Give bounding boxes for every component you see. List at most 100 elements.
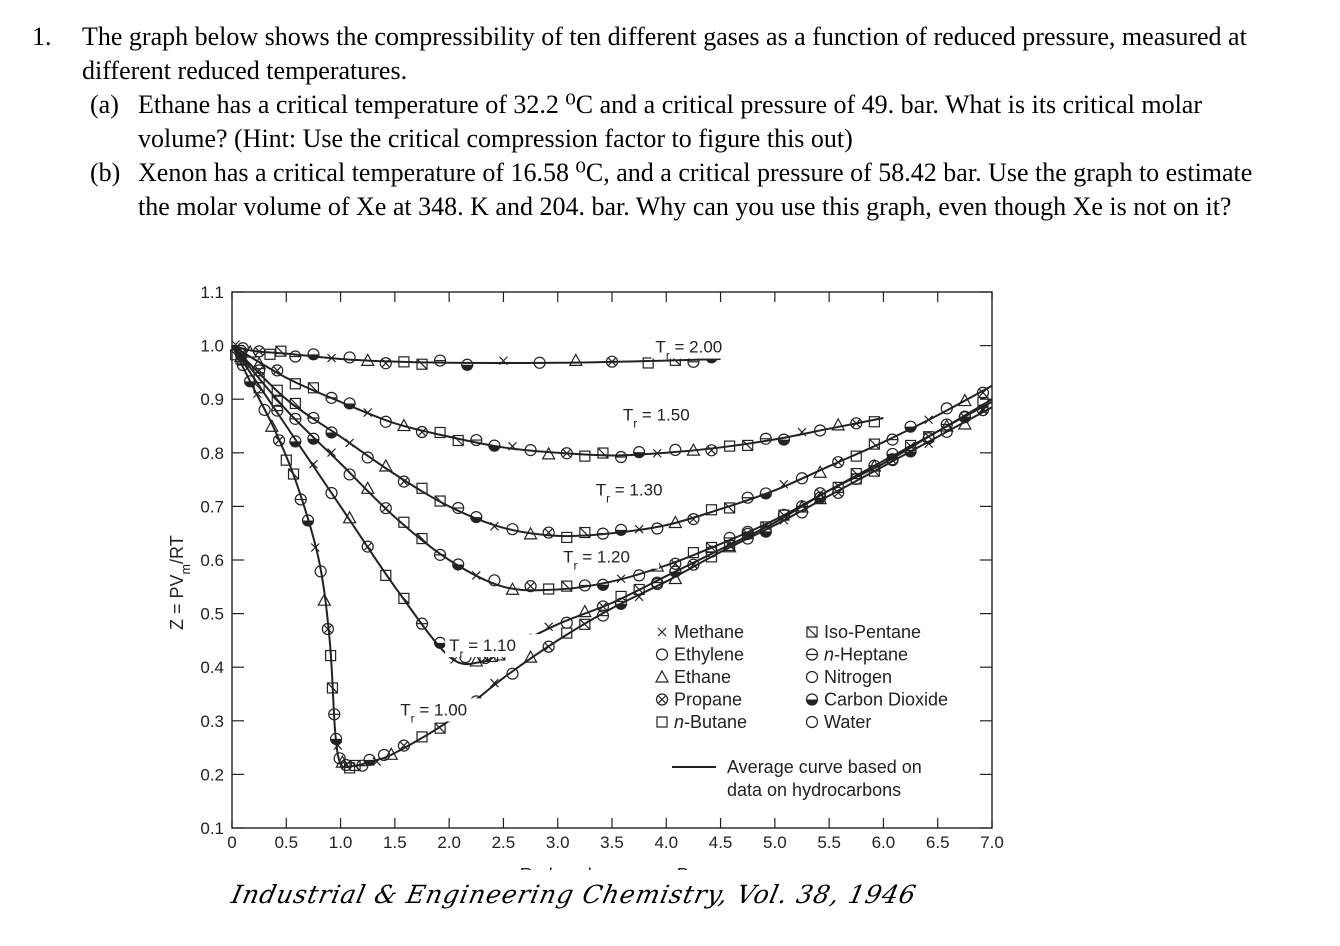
data-point: [252, 389, 262, 399]
marker-circle-x: [976, 386, 990, 399]
marker-circle: [795, 472, 809, 485]
marker-half-circle-fill: [488, 445, 500, 452]
marker-circle-x: [339, 758, 353, 772]
marker-square-slash-line: [230, 349, 242, 361]
marker-circle: [314, 565, 327, 578]
data-point: [652, 448, 662, 458]
part-a-label: (a): [90, 90, 119, 119]
data-point: [415, 617, 429, 630]
marker-circle-x-cross: [707, 446, 716, 455]
data-point: [343, 351, 356, 364]
marker-square-slash: [579, 618, 591, 630]
marker-square-slash-line: [597, 447, 609, 459]
marker-circle: [940, 425, 953, 438]
marker-circle-x: [705, 444, 718, 457]
data-point: [307, 411, 320, 425]
marker-square-slash: [868, 438, 880, 450]
series-curve: [231, 344, 721, 364]
data-point: [289, 435, 302, 448]
data-point: [415, 425, 429, 439]
data-point: [289, 378, 301, 390]
data-point: [687, 513, 700, 526]
marker-circle-bar: [289, 412, 302, 425]
marker-circle-bar: [795, 500, 809, 513]
marker-square: [543, 583, 555, 595]
data-point: [795, 472, 809, 485]
marker-circle-bar: [723, 531, 736, 544]
marker-square-slash-line: [416, 533, 428, 544]
marker-square-slash-line: [434, 495, 446, 507]
data-point: [850, 450, 862, 462]
data-point: [741, 532, 754, 545]
marker-square-slash: [434, 495, 446, 507]
marker-circle-x: [687, 513, 700, 526]
data-point: [264, 418, 279, 432]
data-point: [505, 581, 520, 595]
data-point: [940, 418, 953, 431]
legend-marker: [805, 693, 819, 706]
data-point: [724, 502, 736, 514]
data-point: [705, 504, 718, 516]
marker-half-circle: [759, 487, 772, 500]
series-label: Tr = 1.10: [449, 636, 516, 661]
marker-half-circle-fill: [778, 439, 790, 446]
marker-triangle: [668, 571, 683, 585]
marker-square: [724, 440, 736, 452]
data-point: [271, 384, 283, 396]
y-tick-label: 0.7: [200, 497, 224, 516]
legend-marker: [657, 627, 667, 637]
marker-circle: [524, 444, 537, 457]
marker-half-circle-fill: [615, 529, 627, 536]
data-point: [615, 590, 627, 603]
marker-triangle: [654, 669, 670, 683]
marker-triangle: [541, 446, 556, 460]
data-point: [488, 574, 501, 587]
data-point: [434, 722, 446, 734]
marker-circle-bar: [741, 491, 754, 504]
x-tick-label: 0.5: [274, 833, 298, 852]
marker-triangle: [686, 442, 701, 456]
marker-circle-x-cross: [852, 419, 861, 428]
data-point: [326, 682, 339, 694]
data-point: [377, 748, 391, 762]
marker-circle: [333, 752, 346, 765]
marker-circle-x: [379, 502, 392, 515]
data-point: [307, 432, 320, 445]
marker-square: [868, 416, 880, 428]
marker-square: [416, 731, 428, 743]
marker-triangle: [469, 653, 484, 667]
marker-square: [850, 473, 862, 485]
data-point: [541, 446, 556, 460]
marker-circle-bar: [328, 708, 341, 721]
legend-marker: [655, 648, 669, 661]
marker-circle-x: [850, 417, 863, 430]
data-point: [542, 526, 555, 539]
data-point: [813, 491, 828, 505]
marker-x: [779, 479, 789, 489]
marker-circle-bar: [886, 453, 899, 466]
data-point: [328, 708, 341, 721]
data-point: [488, 439, 501, 452]
marker-square: [289, 378, 301, 390]
marker-half-circle-fill: [470, 517, 482, 523]
data-point: [651, 522, 664, 535]
data-point: [317, 592, 332, 606]
marker-circle-x-cross: [544, 642, 553, 651]
x-tick-label: 6.0: [872, 833, 896, 852]
marker-circle-bar: [236, 358, 249, 372]
marker-circle: [805, 670, 819, 684]
marker-half-circle-fill: [307, 354, 319, 360]
marker-square-slash: [579, 526, 591, 539]
data-point: [325, 426, 338, 439]
series-label-bg: [651, 335, 752, 359]
marker-square-slash: [326, 682, 339, 694]
marker-circle-bar: [289, 350, 302, 363]
marker-square-slash: [416, 358, 428, 370]
marker-circle-x: [605, 355, 619, 368]
data-point: [470, 511, 483, 524]
marker-x: [499, 356, 508, 366]
legend-label: Iso-Pentane: [824, 622, 921, 642]
marker-circle: [488, 574, 501, 587]
marker-circle-x-cross: [689, 560, 698, 569]
data-point: [289, 412, 302, 425]
